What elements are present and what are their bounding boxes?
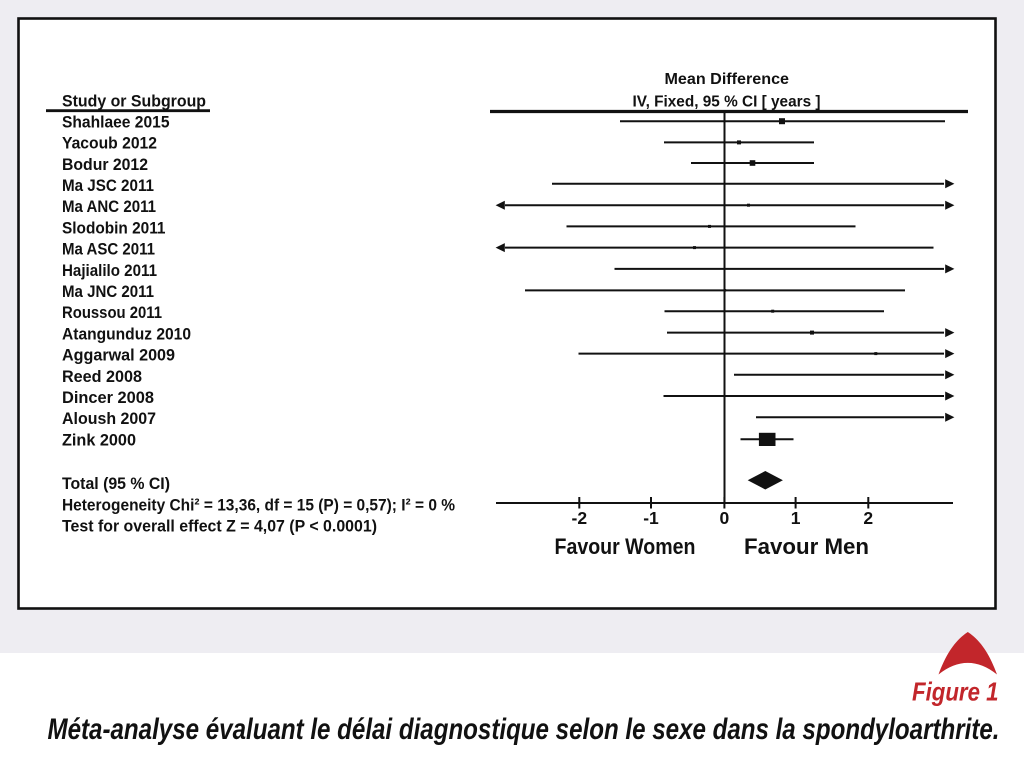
svg-text:Total (95 % CI): Total (95 % CI): [62, 474, 170, 493]
svg-text:-2: -2: [572, 508, 588, 528]
svg-text:Reed 2008: Reed 2008: [62, 367, 142, 386]
svg-text:Ma ANC 2011: Ma ANC 2011: [62, 197, 156, 216]
svg-text:IV, Fixed, 95 % CI [ years ]: IV, Fixed, 95 % CI [ years ]: [633, 94, 821, 111]
svg-text:Atangunduz 2010: Atangunduz 2010: [62, 324, 191, 343]
svg-text:Yacoub 2012: Yacoub 2012: [62, 134, 157, 153]
svg-text:Méta-analyse évaluant le délai: Méta-analyse évaluant le délai diagnosti…: [48, 713, 1000, 746]
svg-text:Favour Men: Favour Men: [744, 534, 869, 559]
svg-text:Aggarwal 2009: Aggarwal 2009: [62, 346, 175, 365]
svg-text:Study or Subgroup: Study or Subgroup: [62, 92, 206, 111]
svg-text:Ma JNC 2011: Ma JNC 2011: [62, 282, 154, 301]
svg-text:Favour Women: Favour Women: [555, 534, 696, 559]
svg-text:Hajialilo 2011: Hajialilo 2011: [62, 261, 157, 280]
svg-text:Test for overall effect Z = 4,: Test for overall effect Z = 4,07 (P < 0.…: [62, 517, 377, 536]
svg-text:Heterogeneity Chi² = 13,36, d: Heterogeneity Chi² = 13,36, df = 15 (P) …: [62, 495, 455, 514]
svg-text:Ma ASC 2011: Ma ASC 2011: [62, 240, 155, 259]
svg-text:Zink 2000: Zink 2000: [62, 430, 136, 449]
svg-text:Ma JSC 2011: Ma JSC 2011: [62, 176, 154, 195]
svg-text:Mean Difference: Mean Difference: [665, 71, 790, 88]
svg-text:0: 0: [720, 508, 730, 528]
svg-text:-1: -1: [643, 508, 659, 528]
svg-text:Roussou 2011: Roussou 2011: [62, 303, 162, 322]
svg-text:Slodobin 2011: Slodobin 2011: [62, 218, 166, 237]
svg-text:1: 1: [791, 508, 801, 528]
svg-text:Dincer 2008: Dincer 2008: [62, 388, 154, 407]
svg-text:Figure 1: Figure 1: [912, 677, 999, 707]
svg-text:Shahlaee 2015: Shahlaee 2015: [62, 112, 170, 131]
svg-text:2: 2: [863, 508, 873, 528]
svg-text:Aloush 2007: Aloush 2007: [62, 409, 156, 428]
svg-text:Bodur 2012: Bodur 2012: [62, 155, 148, 174]
